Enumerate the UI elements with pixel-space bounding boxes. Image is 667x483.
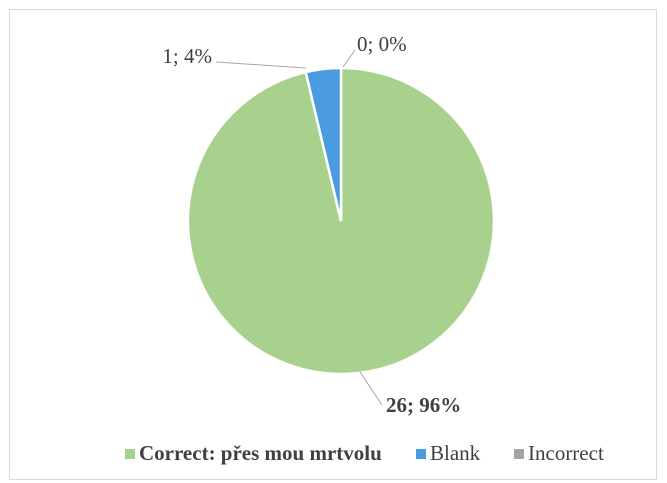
pie-slice: [304, 66, 343, 222]
leader-line: [359, 371, 383, 406]
legend-label: Incorrect: [528, 441, 604, 465]
data-label: 26; 96%: [386, 393, 461, 417]
legend-label: Correct: přes mou mrtvolu: [139, 441, 382, 465]
legend-swatch: [125, 449, 135, 459]
data-label: 0; 0%: [357, 32, 407, 56]
data-label: 1; 4%: [162, 44, 212, 68]
leader-line: [342, 49, 356, 68]
legend-swatch: [416, 449, 426, 459]
legend-label: Blank: [430, 441, 481, 465]
leader-line: [215, 61, 307, 69]
legend-swatch: [514, 449, 524, 459]
